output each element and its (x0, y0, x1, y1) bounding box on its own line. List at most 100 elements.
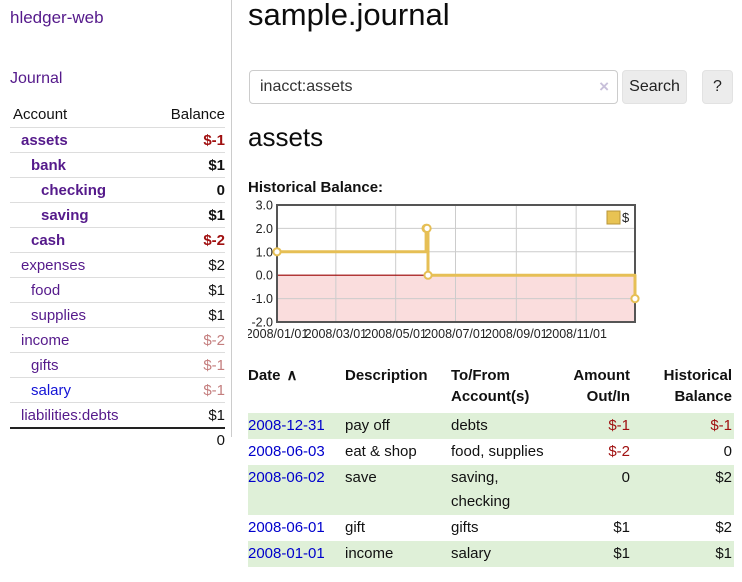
account-row-liabilities-debts: liabilities:debts $1 (10, 402, 225, 427)
svg-text:-1.0: -1.0 (251, 292, 273, 306)
account-row-saving: saving $1 (10, 202, 225, 227)
transaction-amount: $-1 (608, 417, 630, 434)
register-row: 2008-06-02 save saving, checking 0 $2 (248, 465, 734, 515)
svg-text:3.0: 3.0 (256, 199, 273, 213)
account-row-bank: bank $1 (10, 152, 225, 177)
account-balance: $-2 (203, 231, 225, 249)
svg-text:2008/11/01: 2008/11/01 (545, 327, 607, 341)
account-balance: $1 (208, 406, 225, 424)
transaction-amount: $-2 (608, 443, 630, 460)
accounts-header-balance: Balance (170, 106, 225, 123)
sidebar: hledger-web Journal Account Balance asse… (0, 0, 232, 449)
account-balance: $1 (208, 206, 225, 224)
account-link-liabilities-debts[interactable]: liabilities:debts (21, 406, 119, 424)
svg-text:2.0: 2.0 (256, 222, 273, 236)
transaction-description: pay off (345, 417, 390, 434)
account-link-food[interactable]: food (31, 281, 61, 299)
help-button[interactable]: ? (702, 70, 733, 104)
app-brand-link[interactable]: hledger-web (10, 8, 104, 27)
register-table: Date ∧ Description To/From Account(s) Amo… (248, 363, 734, 567)
account-row-supplies: supplies $1 (10, 302, 225, 327)
transaction-accounts: saving, checking (451, 469, 511, 510)
column-header-description[interactable]: Description (345, 367, 428, 384)
transaction-description: eat & shop (345, 443, 417, 460)
transaction-description: save (345, 469, 377, 486)
account-link-expenses[interactable]: expenses (21, 256, 86, 274)
account-row-salary: salary $-1 (10, 377, 225, 402)
accounts-total-value: 0 (216, 432, 225, 449)
transaction-accounts: gifts (451, 519, 479, 536)
account-balance: $-1 (203, 356, 225, 374)
account-link-supplies[interactable]: supplies (31, 306, 87, 324)
account-row-expenses: expenses $2 (10, 252, 225, 277)
account-link-checking[interactable]: checking (41, 181, 107, 199)
search-button[interactable]: Search (622, 70, 687, 104)
account-link-salary[interactable]: salary (31, 381, 72, 399)
svg-text:2008/01/01: 2008/01/01 (248, 327, 308, 341)
column-header-balance[interactable]: Historical Balance (663, 367, 732, 405)
sidebar-item-journal[interactable]: Journal (10, 70, 63, 87)
account-link-bank[interactable]: bank (31, 156, 67, 174)
accounts-header-account: Account (13, 106, 68, 123)
search-box: × (249, 70, 618, 104)
account-row-assets: assets $-1 (10, 127, 225, 152)
transaction-date-link[interactable]: 2008-01-01 (248, 545, 325, 562)
account-balance: $1 (208, 156, 225, 174)
transaction-amount: $1 (613, 545, 630, 562)
svg-text:$: $ (622, 210, 630, 225)
accounts-table-header: Account Balance (10, 103, 225, 127)
chart-title: Historical Balance: (248, 179, 384, 196)
account-link-gifts[interactable]: gifts (31, 356, 59, 374)
svg-text:2008/05/01: 2008/05/01 (364, 327, 427, 341)
search-input[interactable] (249, 70, 618, 104)
transaction-accounts: debts (451, 417, 488, 434)
account-row-income: income $-2 (10, 327, 225, 352)
account-balance: $-1 (203, 381, 225, 399)
account-row-food: food $1 (10, 277, 225, 302)
column-header-accounts[interactable]: To/From Account(s) (451, 367, 530, 405)
svg-text:-2.0: -2.0 (251, 316, 273, 330)
svg-text:2008/07/01: 2008/07/01 (424, 327, 487, 341)
account-balance: 0 (216, 181, 225, 199)
account-balance: $1 (208, 306, 225, 324)
account-link-cash[interactable]: cash (31, 231, 66, 249)
page-title: sample.journal (248, 0, 450, 32)
transaction-description: gift (345, 519, 366, 536)
svg-text:2008/03/01: 2008/03/01 (305, 327, 368, 341)
date-header-label: Date (248, 367, 281, 384)
account-link-assets[interactable]: assets (21, 131, 68, 149)
transaction-date-link[interactable]: 2008-06-02 (248, 469, 325, 486)
transaction-amount: $1 (613, 519, 630, 536)
column-header-date[interactable]: Date ∧ (248, 363, 345, 413)
register-row: 2008-06-01 gift gifts $1 $2 (248, 515, 734, 541)
column-header-amount[interactable]: Amount Out/In (573, 367, 630, 405)
current-account-title: assets (248, 122, 324, 152)
transaction-balance: $2 (715, 469, 732, 486)
account-balance: $1 (208, 281, 225, 299)
chart-svg: $3.0 2.0 1.0 0.0 -1.0 -2.02008/01/012008/03/0… (246, 199, 640, 341)
register-row: 2008-06-03 eat & shop food, supplies $-2… (248, 439, 734, 465)
register-row: 2008-12-31 pay off debts $-1 $-1 (248, 413, 734, 439)
historical-balance-chart: $3.0 2.0 1.0 0.0 -1.0 -2.0 2008/01/01 2008/03/0… (246, 199, 742, 345)
svg-text:1.0: 1.0 (256, 245, 273, 259)
transaction-balance: $2 (715, 519, 732, 536)
accounts-table: Account Balance assets $-1 bank $1 check… (10, 103, 225, 454)
account-row-gifts: gifts $-1 (10, 352, 225, 377)
account-balance: $-1 (203, 131, 225, 149)
account-balance: $2 (208, 256, 225, 274)
account-balance: $-2 (203, 331, 225, 349)
transaction-balance: 0 (723, 443, 732, 460)
svg-text:0.0: 0.0 (256, 269, 273, 283)
account-row-checking: checking 0 (10, 177, 225, 202)
transaction-date-link[interactable]: 2008-06-01 (248, 519, 325, 536)
account-link-income[interactable]: income (21, 331, 70, 349)
transaction-balance: $-1 (710, 417, 732, 434)
account-link-saving[interactable]: saving (41, 206, 89, 224)
clear-search-icon[interactable]: × (599, 77, 609, 96)
transaction-date-link[interactable]: 2008-06-03 (248, 443, 325, 460)
transaction-accounts: salary (451, 545, 492, 562)
transaction-balance: $1 (715, 545, 732, 562)
transaction-date-link[interactable]: 2008-12-31 (248, 417, 325, 434)
register-row: 2008-01-01 income salary $1 $1 (248, 541, 734, 567)
accounts-total-row: 0 (10, 427, 225, 454)
